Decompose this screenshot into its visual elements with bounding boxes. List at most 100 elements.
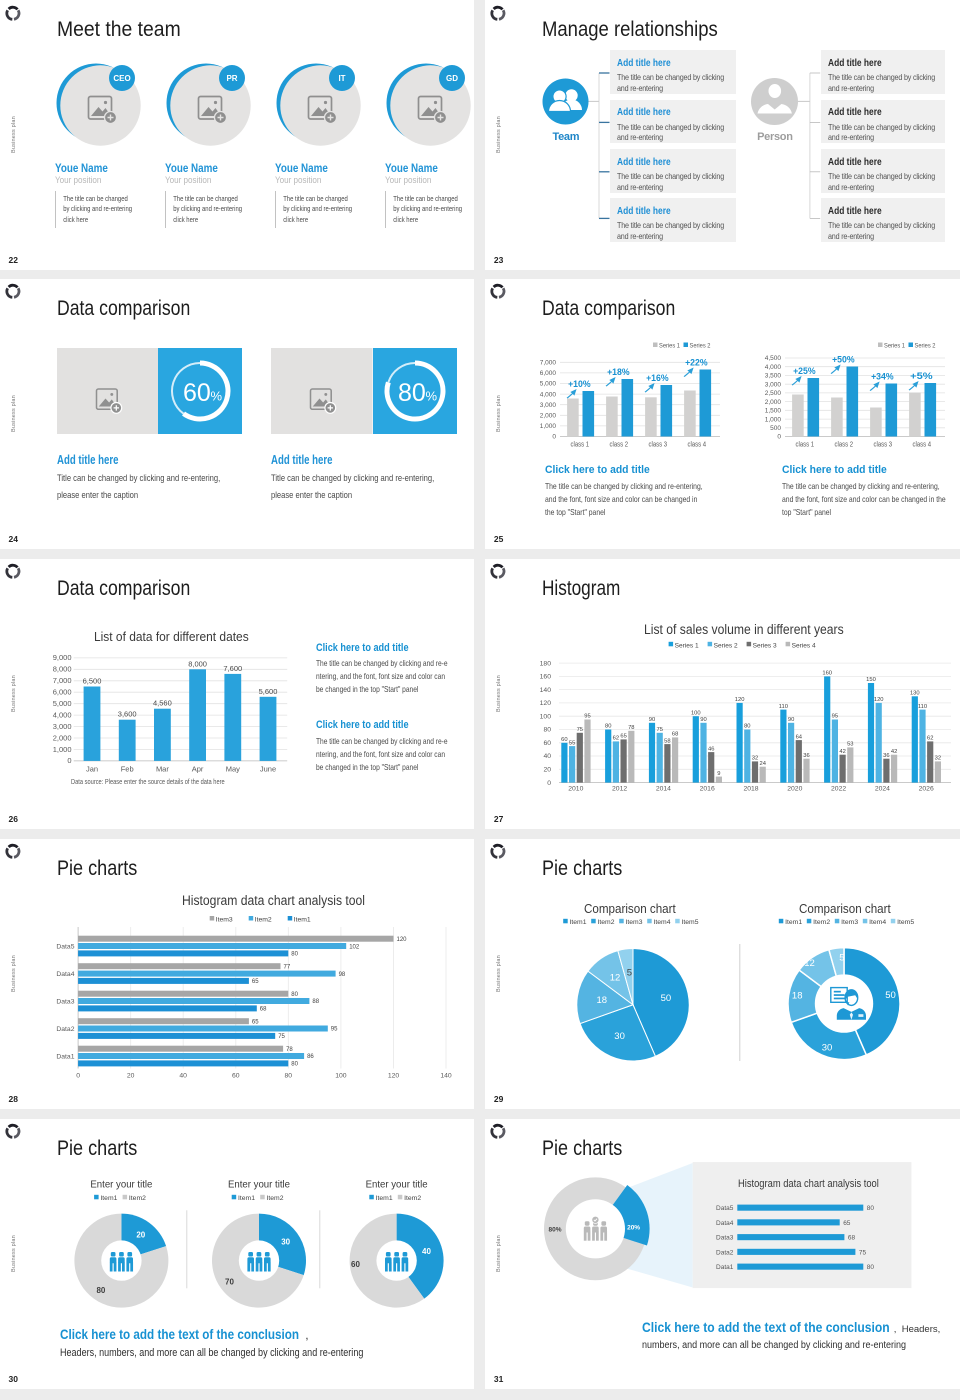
svg-text:Jan: Jan <box>86 764 98 773</box>
svg-text:65: 65 <box>621 733 627 739</box>
svg-text:90: 90 <box>701 717 707 723</box>
svg-text:30: 30 <box>822 1042 833 1053</box>
svg-text:Item3: Item3 <box>626 919 643 926</box>
svg-text:64: 64 <box>796 734 803 740</box>
svg-text:120: 120 <box>397 937 408 943</box>
svg-text:4,000: 4,000 <box>540 391 557 398</box>
svg-text:95: 95 <box>585 713 591 719</box>
svg-text:6,000: 6,000 <box>53 687 72 696</box>
svg-text:2012: 2012 <box>612 785 627 792</box>
svg-text:0: 0 <box>76 1072 80 1079</box>
svg-text:4,000: 4,000 <box>53 710 72 719</box>
svg-text:+50%: +50% <box>832 354 855 365</box>
svg-text:2014: 2014 <box>656 785 671 792</box>
svg-text:30: 30 <box>615 1031 626 1042</box>
svg-text:160: 160 <box>823 670 833 676</box>
svg-text:500: 500 <box>771 425 782 432</box>
svg-text:4,560: 4,560 <box>153 698 172 707</box>
svg-text:18: 18 <box>597 995 608 1006</box>
svg-text:0: 0 <box>67 756 71 765</box>
svg-text:80%: 80% <box>549 1226 562 1233</box>
svg-text:0: 0 <box>548 780 552 787</box>
svg-text:65: 65 <box>252 1019 259 1025</box>
svg-text:140: 140 <box>440 1072 452 1079</box>
svg-text:Item2: Item2 <box>129 1195 146 1202</box>
svg-text:60: 60 <box>183 379 211 407</box>
svg-text:40: 40 <box>179 1072 187 1079</box>
svg-text:6,500: 6,500 <box>83 676 102 685</box>
svg-text:36: 36 <box>804 753 810 759</box>
svg-text:Item4: Item4 <box>869 919 886 926</box>
svg-text:5,000: 5,000 <box>53 699 72 708</box>
svg-text:Item1: Item1 <box>238 1195 255 1202</box>
svg-text:IT: IT <box>338 74 345 83</box>
svg-text:24: 24 <box>760 761 767 767</box>
svg-text:2026: 2026 <box>919 785 934 792</box>
svg-text:CEO: CEO <box>113 74 130 83</box>
svg-text:2,000: 2,000 <box>540 412 557 419</box>
svg-text:120: 120 <box>874 697 884 703</box>
svg-text:Item4: Item4 <box>654 919 671 926</box>
svg-text:Data4: Data4 <box>716 1220 734 1227</box>
svg-text:68: 68 <box>672 731 678 737</box>
svg-text:100: 100 <box>335 1072 347 1079</box>
svg-text:Item2: Item2 <box>255 916 272 923</box>
svg-text:36: 36 <box>884 753 890 759</box>
svg-text:18: 18 <box>792 990 803 1001</box>
svg-text:100: 100 <box>540 713 552 720</box>
svg-text:class 4: class 4 <box>913 439 932 448</box>
svg-text:2018: 2018 <box>744 785 759 792</box>
svg-text:30: 30 <box>281 1237 290 1246</box>
svg-text:20: 20 <box>127 1072 135 1079</box>
svg-text:46: 46 <box>708 746 714 752</box>
svg-text:Series 1: Series 1 <box>675 642 699 649</box>
svg-text:62: 62 <box>613 735 619 741</box>
svg-text:32: 32 <box>935 755 941 761</box>
svg-text:86: 86 <box>307 1054 314 1060</box>
svg-text:Series 2: Series 2 <box>915 342 936 349</box>
svg-text:2024: 2024 <box>875 785 890 792</box>
svg-text:70: 70 <box>225 1277 234 1286</box>
svg-text:62: 62 <box>927 735 933 741</box>
svg-text:80: 80 <box>291 992 298 998</box>
svg-text:40: 40 <box>544 753 552 760</box>
svg-text:Series 4: Series 4 <box>792 642 816 649</box>
svg-text:90: 90 <box>649 717 655 723</box>
svg-text:1,500: 1,500 <box>765 407 782 414</box>
svg-text:53: 53 <box>847 741 853 747</box>
svg-text:2016: 2016 <box>700 785 715 792</box>
svg-text:Item5: Item5 <box>897 919 914 926</box>
svg-text:Item1: Item1 <box>570 919 587 926</box>
svg-text:Data1: Data1 <box>716 1264 734 1271</box>
svg-text:98: 98 <box>339 972 346 978</box>
svg-text:32: 32 <box>752 755 758 761</box>
svg-text:3,000: 3,000 <box>540 402 557 409</box>
svg-text:Data5: Data5 <box>56 943 74 950</box>
svg-text:3,500: 3,500 <box>765 372 782 379</box>
svg-text:80: 80 <box>544 726 552 733</box>
svg-text:150: 150 <box>867 677 877 683</box>
svg-text:+18%: +18% <box>607 367 630 378</box>
svg-text:5: 5 <box>627 967 632 978</box>
svg-text:+25%: +25% <box>793 366 816 377</box>
svg-text:Enter your title: Enter your title <box>90 1178 152 1190</box>
svg-text:120: 120 <box>735 697 745 703</box>
svg-text:Item1: Item1 <box>376 1195 393 1202</box>
svg-text:8,000: 8,000 <box>188 659 207 668</box>
svg-text:%: % <box>211 388 223 403</box>
svg-text:5,000: 5,000 <box>540 380 557 387</box>
svg-text:4,500: 4,500 <box>765 355 782 362</box>
svg-text:78: 78 <box>286 1047 293 1053</box>
svg-text:+16%: +16% <box>646 373 669 384</box>
svg-text:2020: 2020 <box>788 785 803 792</box>
svg-text:3,600: 3,600 <box>118 709 137 718</box>
svg-text:2,500: 2,500 <box>765 390 782 397</box>
svg-text:Item3: Item3 <box>216 916 233 923</box>
svg-text:%: % <box>425 388 437 403</box>
svg-text:PR: PR <box>226 74 237 83</box>
svg-text:class 2: class 2 <box>610 439 629 448</box>
svg-text:60: 60 <box>544 740 552 747</box>
svg-text:20%: 20% <box>627 1224 640 1231</box>
svg-text:68: 68 <box>848 1234 856 1241</box>
svg-text:3,000: 3,000 <box>765 381 782 388</box>
